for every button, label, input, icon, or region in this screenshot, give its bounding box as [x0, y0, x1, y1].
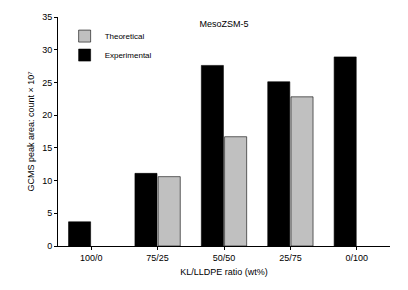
svg-text:100/0: 100/0 — [80, 253, 103, 263]
svg-text:20: 20 — [42, 110, 52, 120]
svg-text:0/100: 0/100 — [346, 253, 369, 263]
svg-text:25/75: 25/75 — [279, 253, 302, 263]
svg-text:30: 30 — [42, 45, 52, 55]
svg-text:10: 10 — [42, 176, 52, 186]
svg-text:0: 0 — [47, 241, 52, 251]
svg-text:25: 25 — [42, 78, 52, 88]
svg-text:Experimental: Experimental — [105, 51, 152, 60]
svg-text:35: 35 — [42, 12, 52, 22]
svg-text:Theoretical: Theoretical — [105, 32, 145, 41]
svg-text:15: 15 — [42, 143, 52, 153]
svg-text:MesoZSM-5: MesoZSM-5 — [199, 19, 248, 29]
svg-text:KL/LLDPE ratio (wt%): KL/LLDPE ratio (wt%) — [180, 267, 268, 277]
svg-text:50/50: 50/50 — [213, 253, 236, 263]
svg-text:GCMS peak area: count × 10⁷: GCMS peak area: count × 10⁷ — [26, 71, 36, 191]
svg-text:75/25: 75/25 — [146, 253, 169, 263]
svg-text:5: 5 — [47, 208, 52, 218]
